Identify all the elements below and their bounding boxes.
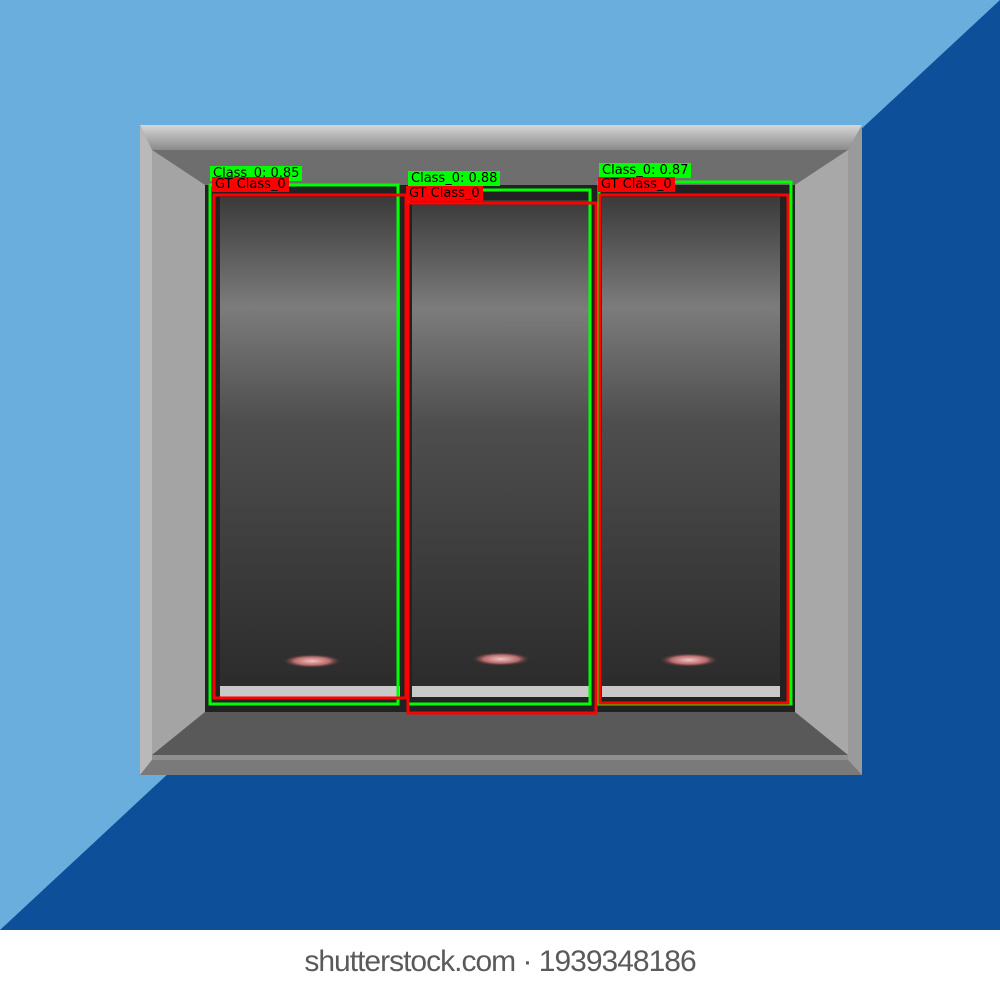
ground-truth-box xyxy=(598,193,790,705)
prediction-label: Class_0: 0.87 xyxy=(599,163,692,178)
prediction-label: Class_0: 0.88 xyxy=(408,171,501,186)
ground-truth-box xyxy=(406,201,598,715)
ground-truth-label: GT Class_0 xyxy=(406,186,483,201)
indicator-light xyxy=(471,652,531,666)
indicator-light xyxy=(659,653,719,667)
ground-truth-box xyxy=(212,193,408,700)
ground-truth-label: GT Class_0 xyxy=(212,177,289,192)
rocker-switch-2 xyxy=(412,200,590,697)
rocker-switch-3 xyxy=(602,197,780,697)
ground-truth-label: GT Class_0 xyxy=(598,177,675,192)
indicator-light xyxy=(282,654,342,668)
watermark: shutterstock.com · 1939348186 xyxy=(304,945,696,978)
rocker-switch-1 xyxy=(220,197,400,697)
prediction-box xyxy=(208,183,400,706)
bottom-strip xyxy=(0,930,1000,1000)
